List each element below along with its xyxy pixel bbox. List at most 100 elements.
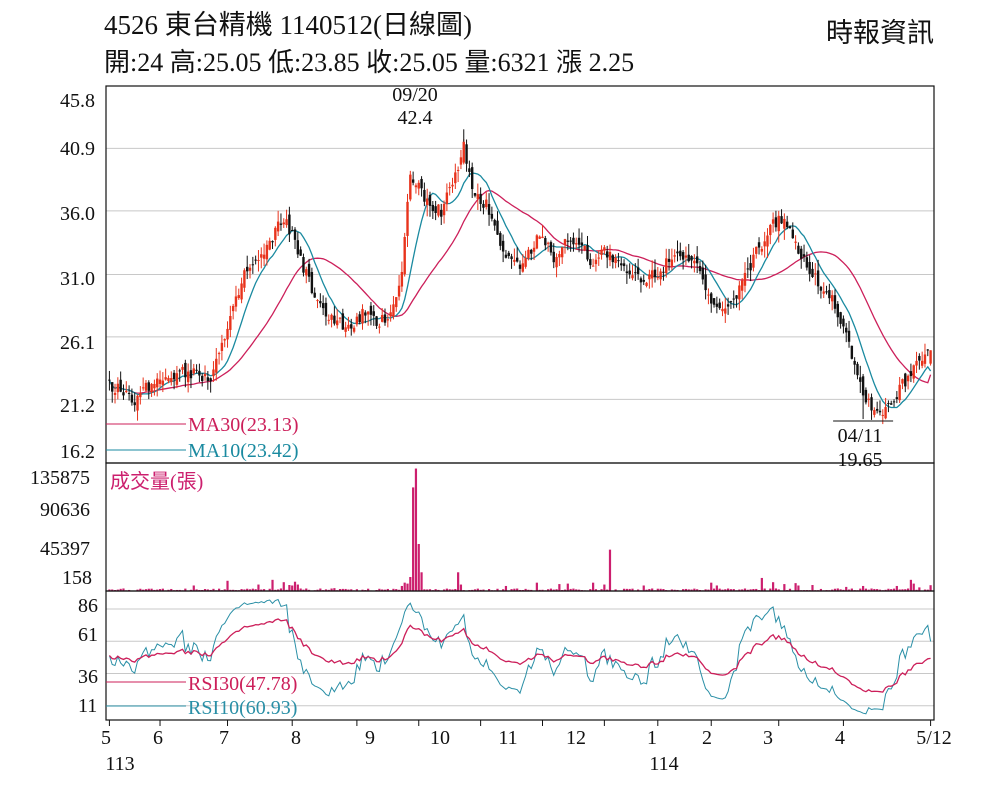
candle-body — [442, 203, 446, 216]
candle-body — [366, 311, 370, 315]
volume-bar — [383, 589, 387, 591]
candle-body — [212, 369, 215, 377]
price-tick-label: 16.2 — [60, 441, 95, 463]
volume-bar — [904, 589, 907, 591]
candle-body — [735, 295, 738, 299]
candle-body — [589, 259, 592, 266]
moving-average-lines — [108, 172, 932, 409]
candle-body — [321, 303, 325, 309]
volume-bar — [144, 589, 148, 591]
candle-body — [859, 377, 862, 382]
rsi30-line — [108, 618, 931, 693]
volume-bar — [299, 588, 302, 591]
price-tick-label: 21.2 — [60, 395, 95, 417]
candle-body — [167, 377, 170, 382]
candle-body — [524, 257, 527, 267]
candle-body — [372, 311, 375, 316]
candle-body — [226, 328, 229, 340]
volume-bar — [926, 589, 929, 591]
candle-body — [653, 269, 657, 278]
candle-body — [434, 206, 437, 214]
candle-body — [414, 185, 418, 188]
candle-body — [712, 298, 716, 305]
volume-bar — [260, 589, 263, 591]
volume-bar — [496, 588, 499, 591]
candle-body — [181, 366, 184, 370]
candle-body — [487, 204, 491, 215]
candle-body — [605, 251, 609, 258]
candle-body — [628, 270, 631, 275]
volume-bar — [271, 579, 274, 591]
candle-body — [752, 254, 755, 268]
volume-bar — [392, 588, 395, 591]
candle-body — [650, 270, 654, 279]
volume-bar — [136, 589, 139, 591]
volume-bar — [158, 589, 162, 591]
candle-body — [695, 256, 699, 264]
month-label: 8 — [291, 727, 301, 749]
candle-body — [580, 242, 584, 246]
volume-bar — [139, 588, 142, 591]
volume-bar — [870, 588, 873, 591]
candle-body — [361, 308, 364, 324]
volume-bar — [454, 588, 457, 591]
volume-bar — [850, 588, 853, 591]
volume-bar — [729, 589, 733, 591]
candle-body — [569, 240, 572, 242]
candle-body — [541, 236, 544, 239]
volume-bar — [170, 588, 173, 591]
candle-body — [549, 242, 553, 253]
month-label: 5 — [101, 727, 111, 749]
volume-bar — [167, 589, 170, 591]
month-label: 2 — [702, 727, 712, 749]
candle-body — [532, 247, 536, 252]
volume-bar — [434, 589, 437, 591]
candle-body — [572, 237, 575, 245]
volume-bar — [684, 588, 688, 591]
year-label: 114 — [649, 753, 678, 775]
trough-value-label: 19.65 — [838, 449, 883, 471]
volume-bar — [929, 585, 932, 591]
volume-bar — [659, 588, 662, 591]
ma10-legend-close: ) — [292, 440, 299, 462]
candle-body — [864, 389, 868, 403]
candle-body — [451, 184, 454, 187]
volume-bar — [648, 588, 651, 591]
candle-body — [243, 270, 246, 288]
candle-body — [867, 398, 870, 400]
price-tick-label: 31.0 — [60, 268, 95, 290]
candle-body — [726, 304, 730, 307]
candle-body — [299, 249, 302, 256]
volume-bar — [412, 487, 415, 591]
volume-bar — [400, 585, 403, 591]
volume-bar — [755, 588, 758, 591]
candle-body — [645, 282, 648, 286]
volume-bar — [710, 582, 713, 591]
candle-body — [172, 372, 176, 380]
candle-body — [319, 301, 322, 304]
candle-body — [679, 250, 682, 257]
volume-bar — [316, 589, 319, 591]
candle-body — [192, 368, 195, 374]
candle-body — [597, 257, 600, 259]
volume-bar — [693, 588, 696, 591]
candle-body — [111, 382, 114, 392]
candle-body — [380, 315, 384, 322]
candle-body — [392, 304, 395, 317]
candle-body — [198, 370, 201, 376]
panel-border — [105, 590, 935, 721]
volume-bar — [409, 577, 412, 591]
volume-bar — [302, 589, 305, 591]
candle-body — [324, 302, 328, 317]
candle-body — [738, 285, 741, 300]
rsi-tick-label: 61 — [78, 624, 98, 646]
candle-body — [704, 274, 707, 291]
volume-bar — [774, 588, 778, 591]
candle-body — [397, 285, 401, 297]
candle-body — [771, 219, 775, 224]
volume-bar — [746, 589, 749, 591]
rsi10-legend: RSI10(60.93) — [188, 697, 297, 719]
rsi-tick-label: 36 — [78, 666, 98, 688]
candle-body — [845, 327, 848, 333]
volume-bar — [246, 588, 249, 591]
